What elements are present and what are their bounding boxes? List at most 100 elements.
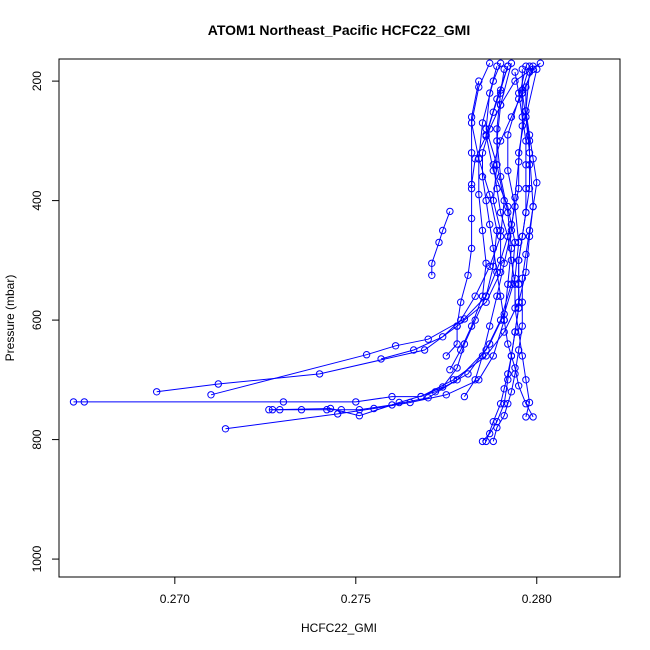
data-point [504, 167, 512, 175]
chart-title: ATOM1 Northeast_Pacific HCFC22_GMI [208, 22, 470, 38]
data-point [515, 328, 523, 336]
data-point [489, 352, 497, 360]
series-line [268, 66, 516, 411]
data-point [515, 158, 523, 166]
data-point [315, 370, 324, 378]
data-point [428, 271, 436, 279]
data-point [529, 413, 537, 421]
data-point [457, 346, 465, 354]
series-line [492, 68, 534, 418]
data-point [221, 425, 230, 433]
data-point [504, 370, 512, 378]
data-point [326, 404, 335, 413]
data-point [500, 385, 508, 393]
data-point [478, 352, 487, 360]
x-tick-label: 0.280 [522, 592, 552, 606]
data-point [467, 149, 476, 157]
data-point [533, 179, 541, 187]
series-profile [417, 59, 501, 401]
series-line [482, 62, 541, 418]
data-point [377, 355, 385, 363]
y-axis-label: Pressure (mbar) [3, 275, 17, 362]
data-point [207, 391, 215, 399]
data-point [507, 113, 516, 121]
data-point [446, 207, 454, 216]
data-point [518, 232, 526, 241]
series-line [73, 69, 538, 403]
series-line [431, 211, 451, 276]
data-point [507, 352, 516, 360]
data-point [500, 259, 508, 267]
series-line [485, 72, 527, 442]
data-point [500, 316, 508, 324]
data-point [482, 437, 490, 446]
series-line [156, 69, 505, 393]
data-point [525, 398, 534, 407]
data-point [486, 220, 494, 229]
data-point [478, 119, 487, 127]
data-point [522, 161, 530, 169]
series-profile [478, 59, 545, 421]
data-point [453, 376, 461, 384]
data-point [428, 259, 436, 267]
data-point [493, 423, 501, 432]
data-point [453, 340, 461, 348]
data-point [522, 250, 530, 259]
data-point [464, 271, 472, 279]
data-point [482, 259, 490, 267]
data-point [500, 412, 508, 420]
data-point [496, 86, 505, 94]
data-point [424, 335, 432, 343]
series-line [471, 66, 509, 185]
data-point [486, 322, 494, 330]
data-point [529, 202, 537, 211]
data-point [395, 398, 403, 407]
data-point [424, 394, 432, 402]
data-point [511, 280, 519, 288]
data-point [518, 89, 526, 97]
data-point [323, 406, 331, 414]
data-point [467, 180, 476, 189]
data-point [471, 155, 479, 163]
data-point [518, 122, 526, 130]
data-point [467, 322, 476, 330]
data-point [522, 107, 530, 115]
data-point [511, 193, 519, 202]
data-point [478, 173, 487, 181]
series-profile [442, 77, 483, 360]
x-axis: 0.270 0.275 0.280 [160, 576, 552, 606]
series-line [449, 63, 502, 370]
data-point [453, 322, 461, 330]
data-point [522, 137, 530, 145]
data-point [486, 125, 494, 133]
data-point [511, 77, 519, 85]
data-point [388, 392, 396, 401]
y-tick-label: 800 [30, 429, 44, 449]
series-profile [489, 65, 537, 421]
data-point [268, 406, 277, 414]
data-point [410, 346, 418, 354]
data-point [453, 364, 461, 372]
data-point [471, 376, 479, 384]
data-point [511, 304, 519, 312]
series-profile [467, 62, 512, 189]
series-profile [446, 59, 505, 374]
data-point [496, 232, 505, 241]
y-tick-label: 1000 [30, 545, 44, 572]
data-point [279, 398, 288, 406]
data-point [511, 68, 519, 76]
data-point [467, 113, 476, 121]
data-point [507, 226, 516, 235]
data-point [496, 137, 505, 145]
y-tick-label: 400 [30, 190, 44, 210]
data-point [475, 77, 483, 85]
data-point [515, 149, 523, 157]
data-point [489, 196, 497, 205]
data-point [518, 352, 526, 360]
data-point [525, 131, 534, 139]
data-point [496, 292, 505, 300]
data-point [442, 391, 450, 399]
data-point [489, 161, 497, 169]
data-point [493, 125, 501, 133]
